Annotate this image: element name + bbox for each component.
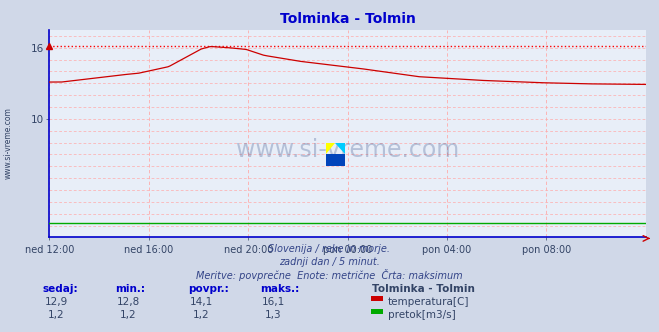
Text: 12,9: 12,9 xyxy=(44,297,68,307)
Text: 1,3: 1,3 xyxy=(265,310,282,320)
Polygon shape xyxy=(326,143,335,154)
Polygon shape xyxy=(335,143,345,154)
Text: 1,2: 1,2 xyxy=(192,310,210,320)
Text: povpr.:: povpr.: xyxy=(188,284,229,294)
Polygon shape xyxy=(326,154,345,166)
Text: www.si-vreme.com: www.si-vreme.com xyxy=(3,107,13,179)
Text: min.:: min.: xyxy=(115,284,146,294)
Text: 16,1: 16,1 xyxy=(262,297,285,307)
Text: Slovenija / reke in morje.: Slovenija / reke in morje. xyxy=(268,244,391,254)
Text: zadnji dan / 5 minut.: zadnji dan / 5 minut. xyxy=(279,257,380,267)
Text: pretok[m3/s]: pretok[m3/s] xyxy=(388,310,456,320)
Text: 14,1: 14,1 xyxy=(189,297,213,307)
Text: 1,2: 1,2 xyxy=(47,310,65,320)
Text: Tolminka - Tolmin: Tolminka - Tolmin xyxy=(372,284,475,294)
Text: sedaj:: sedaj: xyxy=(43,284,78,294)
Title: Tolminka - Tolmin: Tolminka - Tolmin xyxy=(279,12,416,26)
Text: maks.:: maks.: xyxy=(260,284,300,294)
Text: 1,2: 1,2 xyxy=(120,310,137,320)
Text: www.si-vreme.com: www.si-vreme.com xyxy=(236,138,459,162)
Text: 12,8: 12,8 xyxy=(117,297,140,307)
Text: Meritve: povprečne  Enote: metrične  Črta: maksimum: Meritve: povprečne Enote: metrične Črta:… xyxy=(196,269,463,281)
Text: temperatura[C]: temperatura[C] xyxy=(388,297,470,307)
